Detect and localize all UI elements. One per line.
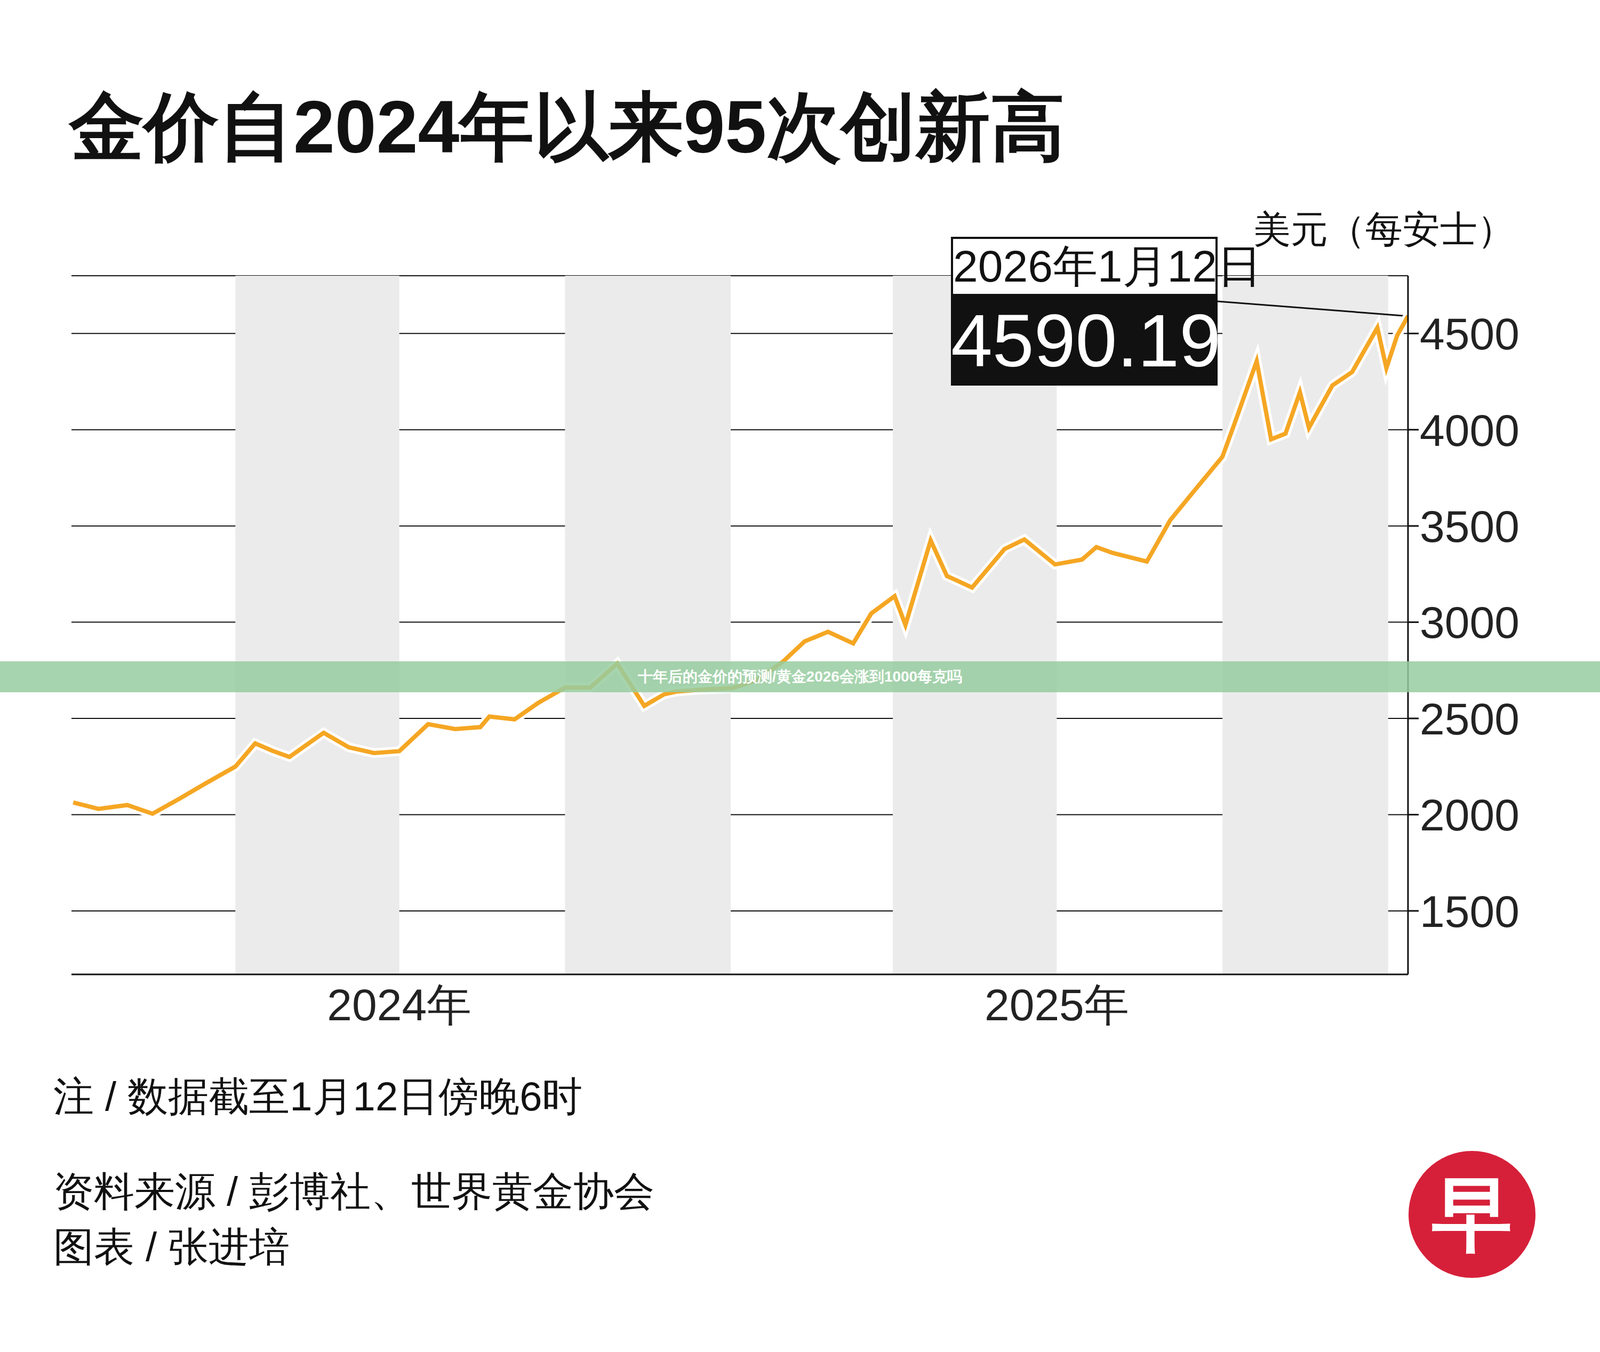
svg-text:2500: 2500 (1419, 693, 1520, 744)
html-text:资料来源 / 彭博社、世界黄金协会: 资料来源 / 彭博社、世界黄金协会 (53, 1168, 655, 1214)
svg-text:2025年: 2025年 (984, 979, 1130, 1030)
svg-text:3000: 3000 (1419, 597, 1520, 648)
svg-text:3500: 3500 (1419, 501, 1520, 552)
svg-text:2024年: 2024年 (326, 979, 472, 1030)
html-text:注 / 数据截至1月12日傍晚6时: 注 / 数据截至1月12日傍晚6时 (53, 1073, 583, 1119)
svg-text:2000: 2000 (1419, 789, 1520, 840)
html-text:4590.19: 4590.19 (950, 298, 1221, 383)
html-text:金价自2024年以来95次创新高: 金价自2024年以来95次创新高 (69, 84, 1066, 169)
html-text:早: 早 (1432, 1169, 1512, 1260)
svg-text:4000: 4000 (1419, 405, 1520, 456)
html-text:美元（每安士）: 美元（每安士） (1253, 208, 1515, 251)
html-text:十年后的金价的预测/黄金2026会涨到1000每克吗: 十年后的金价的预测/黄金2026会涨到1000每克吗 (637, 668, 963, 685)
svg-text:1500: 1500 (1419, 886, 1520, 937)
html-text:2026年1月12日: 2026年1月12日 (953, 241, 1262, 292)
html-text:图表 / 张进培: 图表 / 张进培 (53, 1224, 290, 1270)
svg-text:4500: 4500 (1419, 308, 1520, 359)
